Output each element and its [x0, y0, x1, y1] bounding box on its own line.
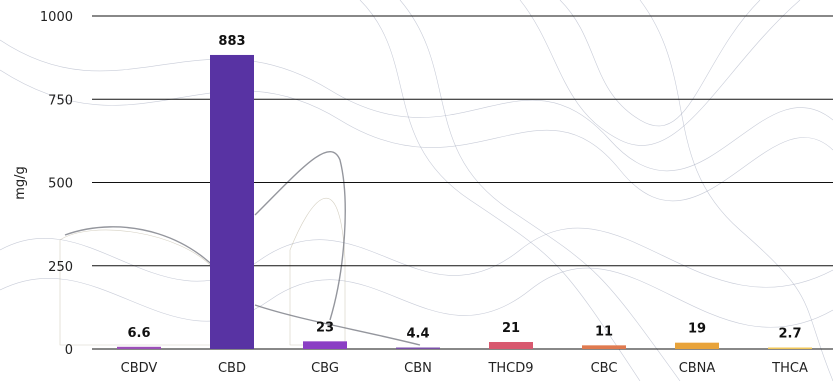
x-tick-label-cbg: CBG — [311, 361, 339, 376]
x-tick-label-thcd9: THCD9 — [487, 361, 533, 376]
background-contour-line — [359, 0, 641, 381]
bar-cbd — [210, 54, 254, 349]
value-labels-group: 6.6 883 23 4.4 21 11 19 2.7 — [127, 34, 801, 342]
bar-cbn — [396, 347, 440, 349]
value-label-cbdv: 6.6 — [127, 326, 150, 341]
y-tick-label: 750 — [48, 93, 73, 108]
y-axis-label: mg/g — [13, 166, 28, 200]
bar-cbna — [675, 342, 719, 349]
y-gridlines — [92, 15, 833, 350]
background-contour-line — [0, 39, 833, 172]
background-contour-line — [254, 304, 421, 346]
value-label-thcd9: 21 — [502, 321, 520, 336]
x-tick-label-cbc: CBC — [591, 361, 618, 376]
value-label-cbc: 11 — [595, 324, 613, 339]
background-contour-line — [0, 267, 833, 328]
y-tick-label: 1000 — [40, 10, 73, 25]
value-label-cbd: 883 — [218, 34, 245, 49]
value-label-cbg: 23 — [316, 320, 334, 335]
bar-cbdv — [117, 346, 161, 349]
x-tick-label-cbna: CBNA — [679, 361, 716, 376]
bar-thcd9 — [489, 342, 533, 349]
bar-thca — [768, 347, 812, 349]
x-tick-label-cbd: CBD — [218, 361, 246, 376]
y-tick-label: 0 — [65, 343, 73, 358]
value-label-cbn: 4.4 — [406, 327, 429, 342]
y-tick-label: 250 — [48, 260, 73, 275]
x-tick-label-thca: THCA — [771, 361, 808, 376]
bar-cbc — [582, 345, 626, 349]
background-contour-line — [0, 227, 833, 288]
background-contour-line — [289, 197, 346, 346]
background-contour-line — [559, 0, 761, 127]
background-contour-line — [0, 69, 833, 202]
value-label-cbna: 19 — [688, 322, 706, 337]
value-label-thca: 2.7 — [778, 327, 801, 342]
x-tick-labels: CBDV CBD CBG CBN THCD9 CBC CBNA THCA — [121, 361, 808, 376]
background-contour-line — [254, 151, 346, 321]
bars-group — [117, 54, 812, 349]
x-tick-label-cbdv: CBDV — [121, 361, 158, 376]
background-contour-line — [519, 0, 801, 146]
y-tick-label: 500 — [48, 177, 73, 192]
x-tick-label-cbn: CBN — [404, 361, 432, 376]
background-contour-line — [639, 0, 833, 381]
y-tick-labels: 0 250 500 750 1000 — [40, 10, 73, 358]
background-contour-line — [399, 0, 681, 381]
bar-cbg — [303, 341, 347, 349]
